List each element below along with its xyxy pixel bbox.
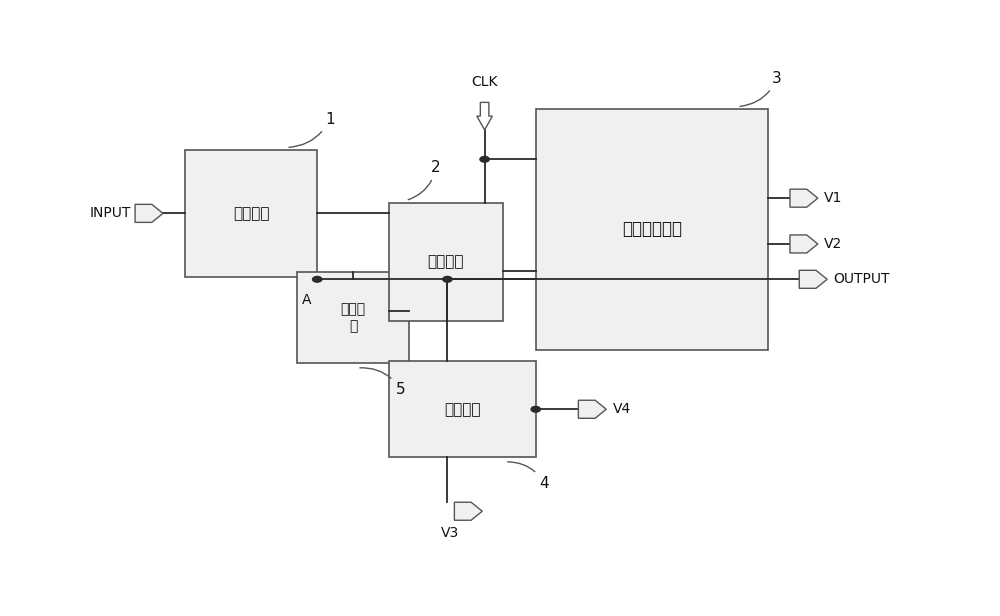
Bar <box>536 109 768 350</box>
Text: INPUT: INPUT <box>90 206 131 221</box>
Text: CLK: CLK <box>471 75 498 89</box>
Text: 2: 2 <box>408 160 441 200</box>
Text: 3: 3 <box>740 71 782 107</box>
Bar <box>388 203 503 320</box>
Text: V3: V3 <box>441 527 460 540</box>
Bar <box>388 362 536 457</box>
Circle shape <box>313 277 322 282</box>
Text: 5: 5 <box>360 368 405 397</box>
Text: A: A <box>302 293 312 307</box>
Bar <box>297 272 409 363</box>
Bar <box>185 150 317 277</box>
Circle shape <box>443 277 452 282</box>
Text: 削角模块: 削角模块 <box>444 402 480 417</box>
Text: 电容模
块: 电容模 块 <box>341 302 366 333</box>
Polygon shape <box>578 400 606 418</box>
Text: 削角控制模块: 削角控制模块 <box>622 221 682 238</box>
Polygon shape <box>790 189 818 207</box>
Text: 输入模块: 输入模块 <box>233 206 270 221</box>
Text: V4: V4 <box>612 402 631 416</box>
Text: 4: 4 <box>508 462 549 491</box>
Text: 输出模块: 输出模块 <box>428 254 464 269</box>
Text: V1: V1 <box>824 191 842 205</box>
Text: 1: 1 <box>289 111 335 147</box>
Text: OUTPUT: OUTPUT <box>833 272 890 286</box>
Polygon shape <box>454 502 482 521</box>
Text: V2: V2 <box>824 237 842 251</box>
Polygon shape <box>799 270 827 288</box>
Circle shape <box>531 407 540 412</box>
Polygon shape <box>135 205 163 222</box>
Polygon shape <box>477 102 492 130</box>
Circle shape <box>480 156 489 162</box>
Polygon shape <box>790 235 818 253</box>
